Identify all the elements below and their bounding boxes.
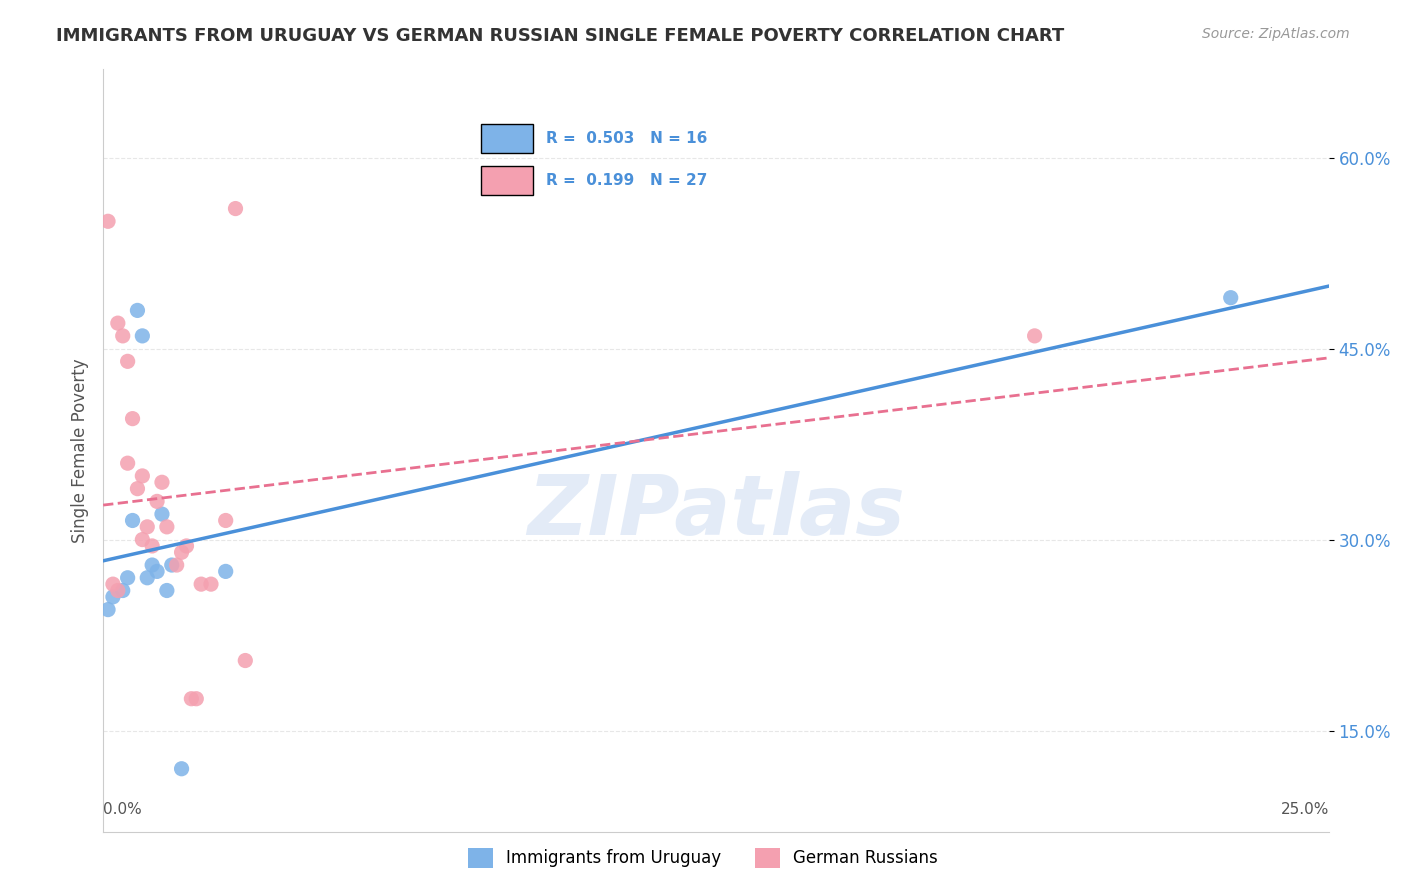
Text: 25.0%: 25.0% [1281, 802, 1329, 817]
Point [121, 514, 143, 528]
Point [150, 475, 173, 490]
Point [160, 558, 183, 572]
Point [117, 571, 139, 585]
Point [131, 469, 153, 483]
Point [146, 565, 169, 579]
Point [136, 520, 159, 534]
Point [156, 583, 179, 598]
Point [200, 577, 222, 591]
Point [233, 654, 256, 668]
Point [150, 507, 173, 521]
Point [127, 303, 149, 318]
Point [127, 482, 149, 496]
Point [166, 558, 188, 572]
Text: IMMIGRANTS FROM URUGUAY VS GERMAN RUSSIAN SINGLE FEMALE POVERTY CORRELATION CHAR: IMMIGRANTS FROM URUGUAY VS GERMAN RUSSIA… [56, 27, 1064, 45]
Point [131, 329, 153, 343]
Point [121, 411, 143, 425]
Point [97, 214, 120, 228]
Point [186, 691, 208, 706]
Point [141, 558, 163, 572]
Point [107, 583, 129, 598]
Point [117, 456, 139, 470]
Point [111, 583, 134, 598]
Point [97, 602, 120, 616]
Text: ZIPatlas: ZIPatlas [527, 471, 905, 552]
Point [215, 514, 238, 528]
Legend: Immigrants from Uruguay, German Russians: Immigrants from Uruguay, German Russians [461, 841, 945, 875]
Point [215, 565, 238, 579]
Point [111, 329, 134, 343]
Point [107, 316, 129, 330]
Point [190, 577, 212, 591]
Point [136, 571, 159, 585]
Point [131, 533, 153, 547]
Point [170, 545, 193, 559]
Point [156, 520, 179, 534]
Text: Source: ZipAtlas.com: Source: ZipAtlas.com [1202, 27, 1350, 41]
Point [141, 539, 163, 553]
Point [1024, 329, 1046, 343]
Point [224, 202, 246, 216]
Text: 0.0%: 0.0% [103, 802, 142, 817]
Point [176, 539, 198, 553]
Point [101, 577, 124, 591]
Point [180, 691, 202, 706]
Y-axis label: Single Female Poverty: Single Female Poverty [72, 359, 89, 542]
Point [117, 354, 139, 368]
Point [146, 494, 169, 508]
Point [101, 590, 124, 604]
Point [170, 762, 193, 776]
Point [1219, 291, 1241, 305]
